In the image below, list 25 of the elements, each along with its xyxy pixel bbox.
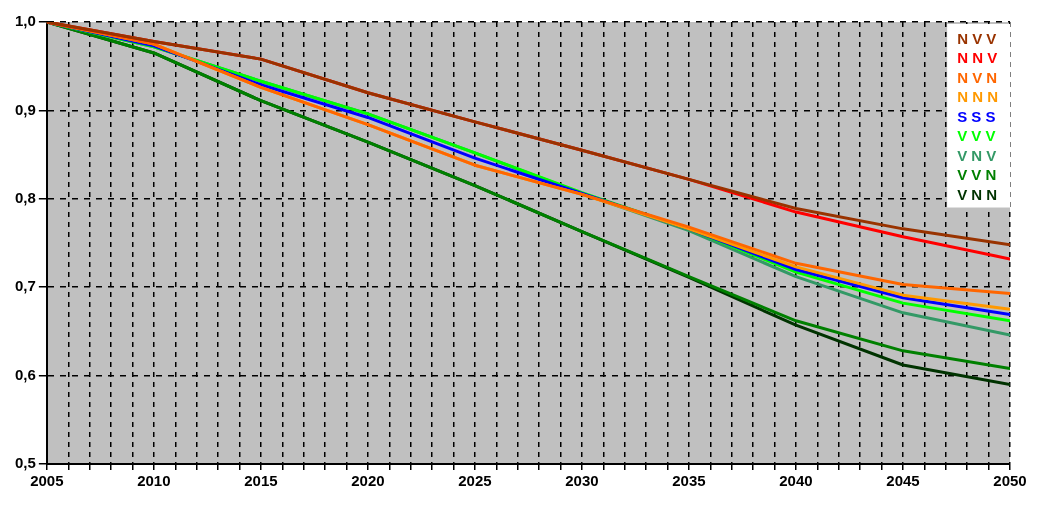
y-tick-label: 0,6 (14, 365, 36, 383)
x-tick-label: 2040 (779, 472, 813, 490)
x-tick-label: 2030 (565, 472, 599, 490)
y-tick-label: 1,0 (14, 12, 36, 30)
y-tick-label: 0,5 (14, 454, 36, 472)
text: V N V (957, 146, 997, 164)
y-tick-label: 0,7 (14, 277, 36, 295)
text: V N N (957, 185, 998, 203)
x-tick-label: 2045 (886, 472, 920, 490)
x-tick-label: 2010 (137, 472, 171, 490)
text: V V V (957, 127, 996, 145)
x-tick-label: 2005 (30, 472, 64, 490)
x-tick-label: 2015 (244, 472, 278, 490)
x-tick-label: 2025 (458, 472, 492, 490)
text: V V N (957, 166, 997, 184)
x-tick-label: 2050 (993, 472, 1027, 490)
text: N N N (957, 88, 999, 106)
text: N V N (957, 68, 998, 86)
text: N V V (957, 29, 997, 47)
x-tick-label: 2035 (672, 472, 706, 490)
x-tick-label: 2020 (351, 472, 385, 490)
text: S S S (957, 107, 996, 125)
y-tick-label: 0,9 (14, 100, 36, 118)
text: N N V (957, 49, 998, 67)
y-tick-label: 0,8 (14, 188, 36, 206)
